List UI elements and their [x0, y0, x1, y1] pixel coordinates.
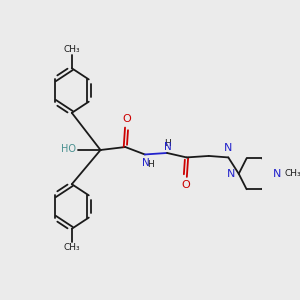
Text: CH₃: CH₃	[64, 243, 80, 252]
Text: N: N	[273, 169, 282, 179]
Text: H: H	[147, 160, 154, 169]
Text: O: O	[122, 114, 131, 124]
Text: H: H	[164, 139, 171, 148]
Text: HO: HO	[61, 144, 76, 154]
Text: N: N	[227, 169, 236, 179]
Text: N: N	[142, 158, 149, 168]
Text: O: O	[181, 180, 190, 190]
Text: N: N	[224, 143, 232, 153]
Text: N: N	[164, 142, 172, 152]
Text: CH₃: CH₃	[284, 169, 300, 178]
Text: CH₃: CH₃	[64, 45, 80, 54]
